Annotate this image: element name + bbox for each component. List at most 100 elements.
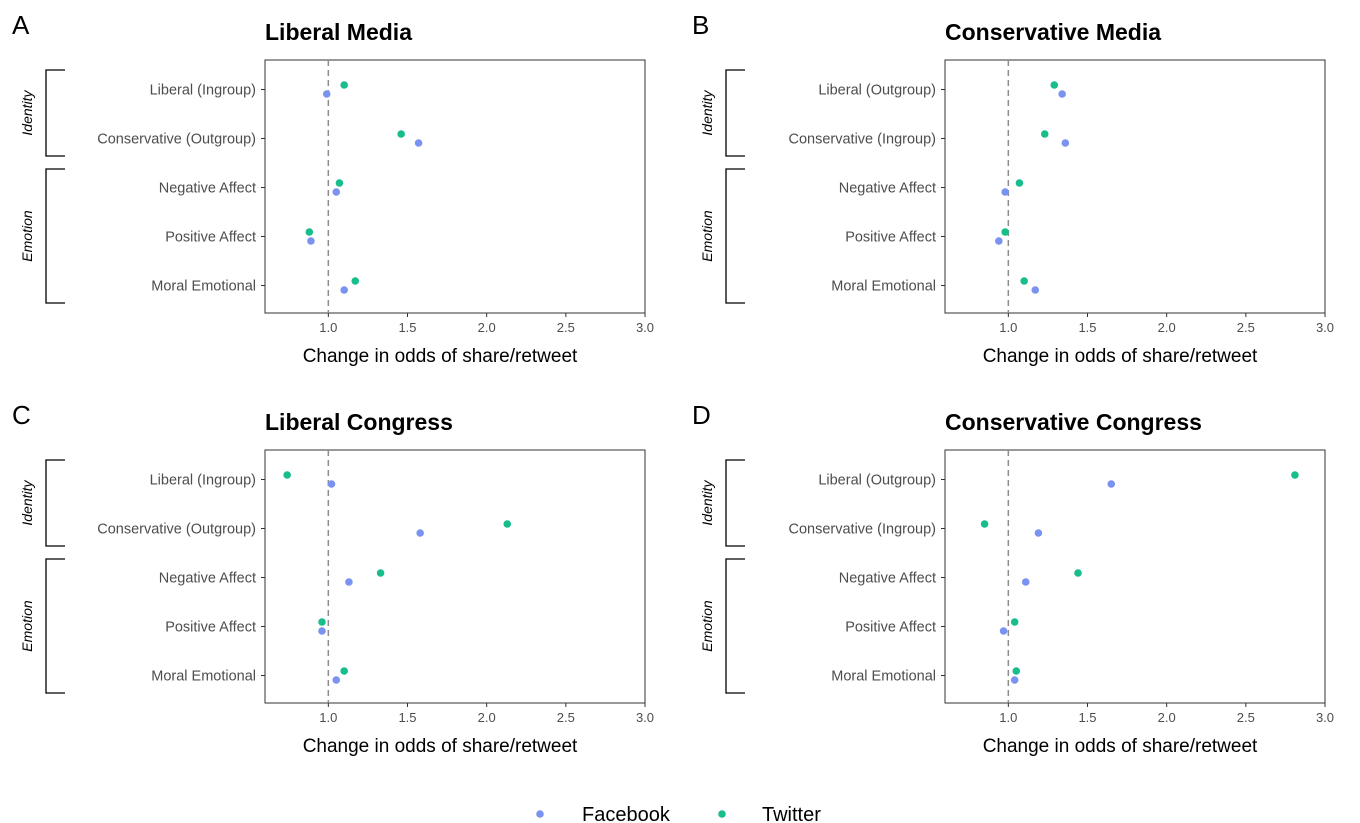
panel-title: Conservative Media [945,19,1161,45]
panel-letter: D [692,400,711,430]
legend-label-twitter: Twitter [762,804,821,823]
x-axis-title: Change in odds of share/retweet [983,346,1258,367]
x-tick-label: 2.0 [478,710,496,725]
x-axis-title: Change in odds of share/retweet [303,736,578,757]
panel-c: C Liberal Congress Liberal (Ingroup) Conser… [12,400,654,757]
legend-label-facebook: Facebook [582,804,671,823]
point-twitter [335,179,344,187]
point-twitter [318,618,326,626]
category-label: Positive Affect [845,620,936,636]
x-tick-label: 1.5 [1078,710,1096,725]
point-twitter [351,277,360,285]
x-tick-label: 3.0 [636,710,654,725]
group-bracket [45,69,65,157]
point-facebook [322,90,331,98]
point-facebook [307,237,315,245]
category-label: Negative Affect [839,571,936,587]
category-label: Moral Emotional [831,279,936,295]
group-bracket [725,459,745,547]
panel-letter: C [12,400,31,430]
x-tick-label: 3.0 [1316,710,1334,725]
panel-title: Conservative Congress [945,409,1202,435]
point-facebook [345,578,353,586]
x-tick-label: 2.5 [557,710,575,725]
x-tick-label: 2.0 [1158,710,1176,725]
plot-frame [944,59,1326,314]
category-label: Positive Affect [845,230,936,246]
group-label: Identity [699,89,715,135]
category-label: Moral Emotional [151,669,256,685]
group-label: Emotion [19,210,35,262]
x-axis-title: Change in odds of share/retweet [983,736,1258,757]
panel-a: A Liberal Media Liberal (Ingroup) Conservat… [12,10,654,367]
category-label: Moral Emotional [831,669,936,685]
legend-swatch-facebook [536,810,544,818]
point-twitter [980,520,989,528]
plot-frame [264,449,646,704]
point-facebook [414,139,423,147]
x-tick-label: 2.5 [1237,710,1255,725]
category-label: Positive Affect [165,230,256,246]
point-facebook [1031,286,1040,294]
category-label: Conservative (Outgroup) [97,522,256,538]
group-bracket [725,168,745,304]
group-bracket [45,459,65,547]
category-label: Liberal (Outgroup) [818,83,936,99]
point-twitter [503,520,512,528]
point-facebook [332,676,341,684]
x-axis-title: Change in odds of share/retweet [303,346,578,367]
point-twitter [1015,179,1024,187]
point-twitter [305,228,314,236]
point-facebook [1107,480,1116,488]
point-facebook [332,188,341,196]
category-label: Negative Affect [159,571,256,587]
point-facebook [416,529,424,537]
group-bracket [45,558,65,694]
plot-frame [264,59,646,314]
category-label: Negative Affect [159,181,256,197]
point-twitter [1040,130,1049,138]
x-tick-label: 1.0 [999,320,1017,335]
x-tick-label: 2.0 [1158,320,1176,335]
point-twitter [397,130,405,138]
x-tick-label: 3.0 [636,320,654,335]
point-facebook [1010,676,1019,684]
category-label: Conservative (Outgroup) [97,132,256,148]
point-facebook [995,237,1003,245]
x-tick-label: 2.5 [1237,320,1255,335]
point-twitter [1012,667,1021,675]
group-label: Identity [19,89,35,135]
point-twitter [340,667,348,675]
point-facebook [1061,139,1070,147]
x-tick-label: 1.5 [1078,320,1096,335]
point-twitter [376,569,385,577]
group-bracket [45,168,65,304]
group-bracket [725,69,745,157]
category-label: Negative Affect [839,181,936,197]
category-label: Conservative (Ingroup) [789,132,937,148]
point-twitter [283,471,291,479]
panel-d: D Conservative Congress Liberal (Outgroup)… [692,400,1334,757]
point-facebook [1001,188,1009,196]
category-label: Moral Emotional [151,279,256,295]
point-facebook [340,286,348,294]
category-label: Liberal (Ingroup) [150,473,256,489]
point-twitter [1291,471,1299,479]
x-tick-label: 1.0 [319,710,337,725]
x-tick-label: 3.0 [1316,320,1334,335]
point-facebook [1058,90,1066,98]
group-label: Emotion [699,210,715,262]
point-facebook [1034,529,1043,537]
point-twitter [1020,277,1028,285]
x-tick-label: 2.0 [478,320,496,335]
legend: Facebook Twitter [536,804,821,823]
point-twitter [1001,228,1009,236]
point-facebook [1021,578,1030,586]
panel-b: B Conservative Media Liberal (Outgroup) Con… [692,10,1334,367]
point-twitter [1010,618,1019,626]
x-tick-label: 1.0 [319,320,337,335]
x-tick-label: 1.5 [398,320,416,335]
x-tick-label: 1.0 [999,710,1017,725]
plot-frame [944,449,1326,704]
